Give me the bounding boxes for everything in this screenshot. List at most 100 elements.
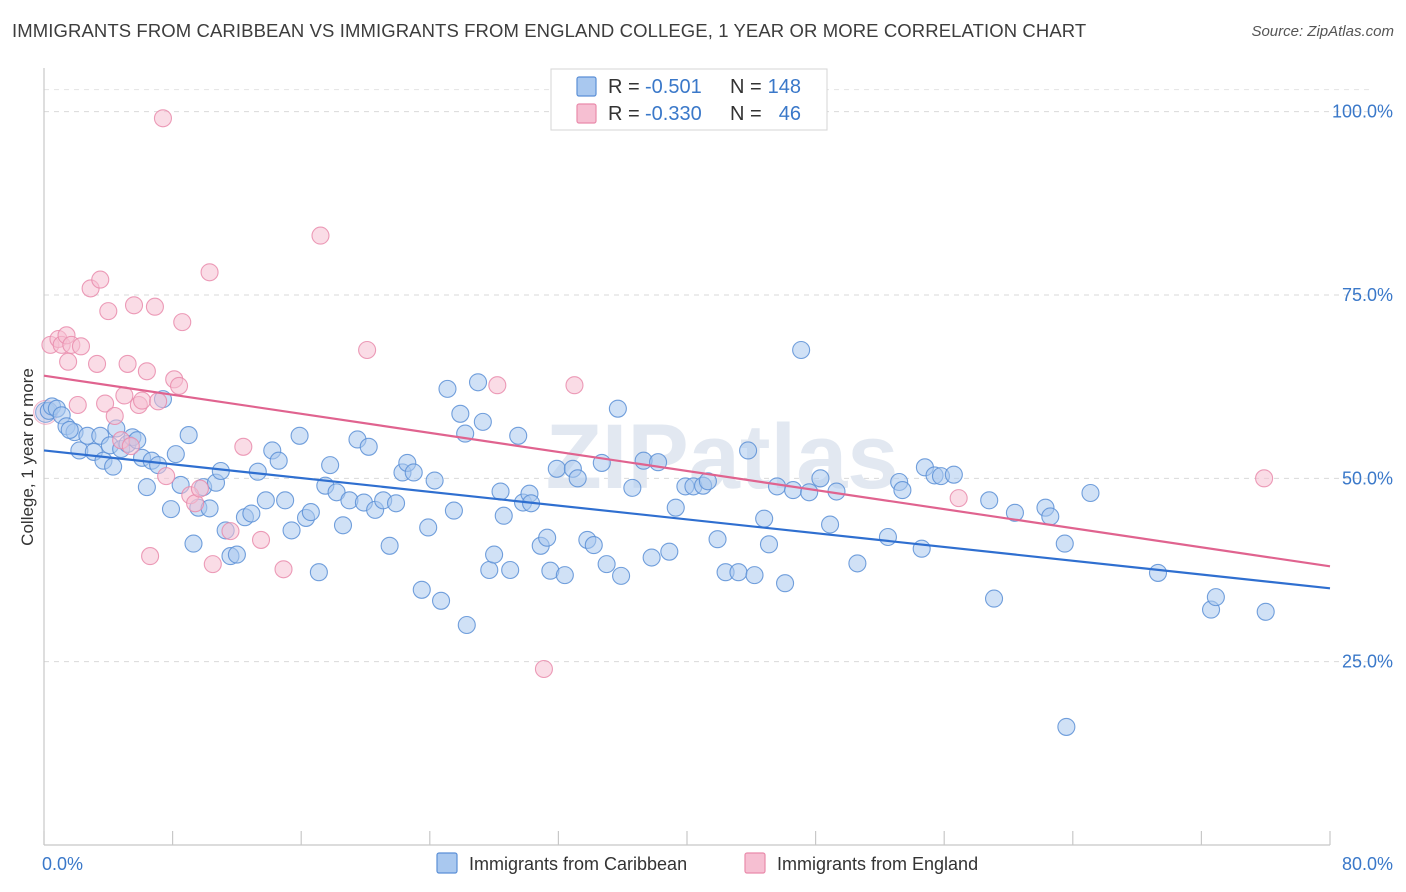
grid-layer: [44, 89, 1370, 663]
caribbean-point-56: [359, 437, 378, 456]
england-point-24: [149, 392, 168, 411]
legend-swatch-caribbean: [576, 76, 597, 97]
legend-n-value-england: 46: [779, 103, 801, 125]
caribbean-point-64: [412, 580, 431, 599]
england-point-38: [274, 560, 293, 579]
caribbean-point-92: [584, 536, 603, 555]
caribbean-point-122: [848, 554, 867, 573]
england-point-25: [153, 109, 173, 128]
caribbean-point-106: [698, 472, 717, 491]
caribbean-point-114: [767, 477, 787, 496]
caribbean-point-38: [242, 504, 261, 523]
caribbean-point-126: [912, 539, 931, 558]
caribbean-point-73: [468, 373, 488, 392]
legend-swatch-england: [576, 103, 597, 124]
england-point-26: [157, 467, 176, 486]
series-legend: Immigrants from Caribbean Immigrants fro…: [436, 852, 978, 874]
england-point-44: [949, 489, 968, 508]
legend-n-label-caribbean: N =: [730, 76, 762, 98]
caribbean-point-90: [568, 469, 587, 488]
england-point-41: [488, 376, 507, 395]
england-trend-line: [43, 374, 1331, 568]
legend-r-value-caribbean: -0.501: [645, 76, 702, 98]
england-point-22: [141, 547, 160, 566]
legend-r-value-england: -0.330: [645, 103, 702, 125]
caribbean-point-101: [660, 542, 679, 561]
england-point-43: [565, 376, 584, 395]
caribbean-point-70: [451, 404, 470, 423]
caribbean-point-107: [708, 530, 727, 549]
caribbean-point-66: [425, 471, 444, 490]
caribbean-point-94: [597, 555, 616, 574]
caribbean-point-113: [759, 535, 779, 554]
caribbean-point-118: [800, 483, 819, 502]
caribbean-point-102: [666, 498, 685, 517]
caribbean-point-95: [608, 399, 627, 418]
england-point-36: [234, 437, 253, 456]
y-axis-label: College, 1 year or more: [18, 368, 37, 546]
caribbean-point-20: [137, 478, 156, 497]
england-point-21: [137, 362, 156, 381]
caribbean-point-131: [980, 491, 999, 510]
caribbean-point-141: [1206, 588, 1225, 607]
chart-title: IMMIGRANTS FROM CARIBBEAN VS IMMIGRANTS …: [12, 20, 1087, 41]
axes-layer: 25.0% 50.0% 75.0% 100.0% 0.0% 80.0%: [42, 68, 1393, 874]
caribbean-point-96: [612, 566, 631, 585]
series-legend-swatch-england: [744, 852, 766, 874]
england-point-4: [59, 352, 78, 371]
series-legend-swatch-caribbean: [436, 852, 458, 874]
england-point-39: [311, 226, 330, 245]
caribbean-point-115: [776, 574, 795, 593]
caribbean-point-63: [404, 463, 423, 482]
england-point-6: [68, 395, 87, 415]
england-point-10: [91, 270, 110, 289]
caribbean-point-13: [104, 457, 123, 476]
caribbean-point-78: [494, 506, 513, 525]
caribbean-point-59: [380, 536, 399, 555]
england-point-23: [145, 297, 164, 316]
points-layer: [33, 109, 1275, 736]
y-tick-label-0: 25.0%: [1342, 652, 1393, 672]
legend-r-label-england: R =: [608, 103, 640, 125]
trend-layer: [43, 374, 1331, 590]
england-point-13: [105, 406, 124, 426]
caribbean-point-44: [282, 521, 301, 540]
caribbean-point-111: [745, 566, 764, 585]
caribbean-point-42: [269, 451, 288, 470]
england-point-18: [124, 296, 144, 315]
england-point-11: [96, 394, 115, 413]
england-point-12: [99, 302, 118, 321]
caribbean-point-133: [1005, 503, 1024, 522]
caribbean-point-77: [491, 482, 510, 501]
caribbean-point-69: [444, 501, 463, 520]
caribbean-point-112: [755, 509, 774, 528]
england-point-37: [251, 530, 271, 549]
caribbean-point-130: [944, 465, 963, 484]
england-point-7: [71, 337, 91, 356]
caribbean-point-36: [227, 545, 246, 564]
england-point-42: [534, 659, 553, 679]
england-point-28: [169, 376, 189, 395]
caribbean-point-43: [276, 491, 295, 510]
caribbean-point-132: [984, 589, 1004, 608]
england-point-34: [203, 555, 222, 574]
legend-n-value-caribbean: 148: [768, 76, 801, 98]
y-tick-label-3: 100.0%: [1332, 102, 1393, 122]
caribbean-point-79: [501, 560, 520, 580]
caribbean-point-85: [538, 528, 557, 547]
stats-legend-box: [550, 68, 828, 131]
caribbean-point-28: [184, 534, 203, 553]
caribbean-point-116: [784, 481, 803, 500]
y-tick-label-1: 50.0%: [1342, 468, 1393, 488]
caribbean-point-25: [166, 445, 185, 464]
caribbean-point-88: [555, 566, 574, 585]
caribbean-point-74: [473, 412, 492, 431]
caribbean-point-48: [309, 563, 328, 582]
caribbean-point-24: [161, 500, 181, 519]
caribbean-point-6: [60, 420, 79, 439]
caribbean-point-72: [457, 615, 476, 635]
caribbean-point-51: [327, 483, 346, 502]
england-point-16: [118, 354, 137, 373]
caribbean-point-135: [1041, 507, 1060, 526]
caribbean-point-60: [386, 494, 406, 513]
